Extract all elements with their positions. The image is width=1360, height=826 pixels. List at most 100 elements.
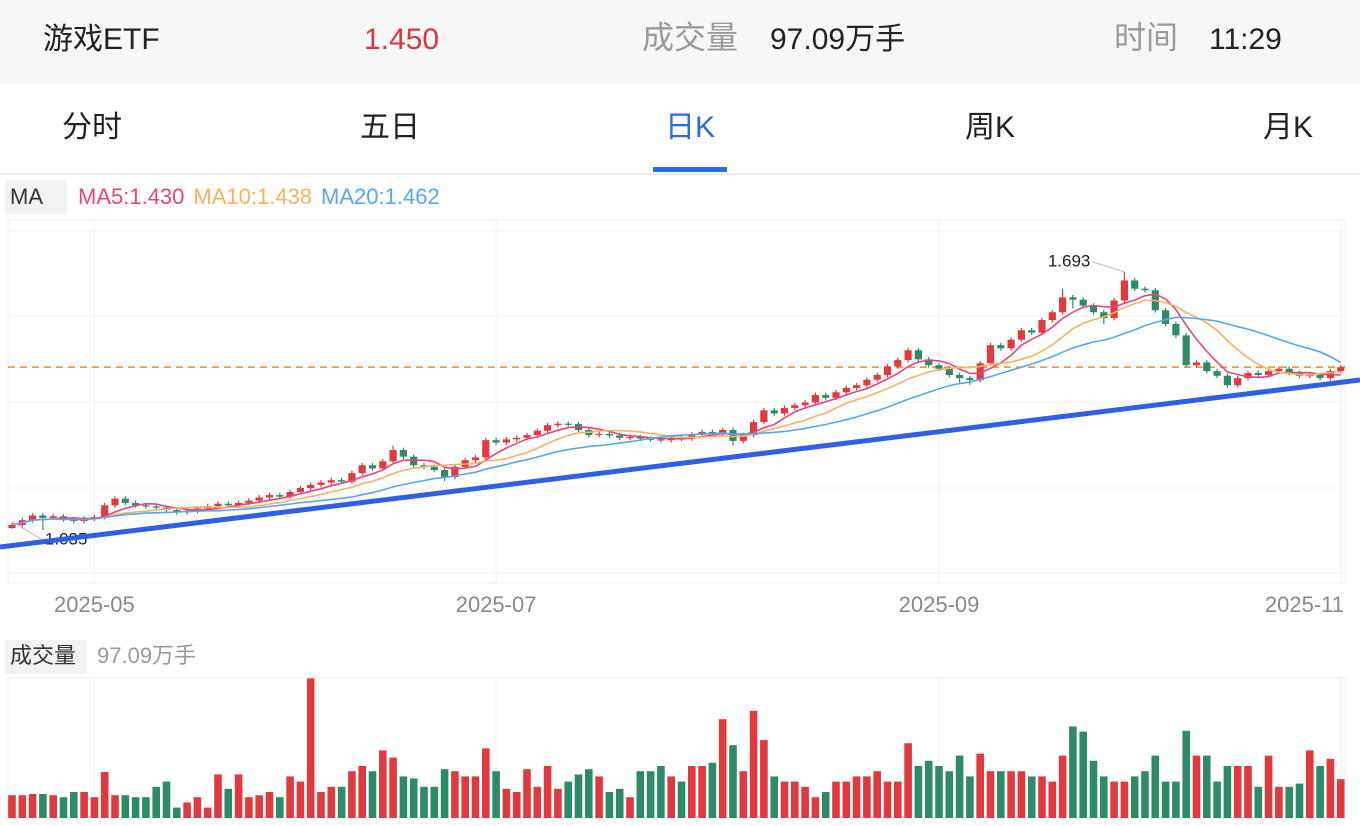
trend-line <box>0 377 1360 550</box>
volume-bar <box>461 776 469 818</box>
candle-body <box>966 378 974 381</box>
volume-bar <box>451 771 459 818</box>
volume-bar <box>28 794 37 818</box>
candle-body <box>873 375 881 380</box>
candle-body <box>853 385 861 388</box>
volume-bar <box>677 781 686 818</box>
volume-bar <box>327 786 336 818</box>
candle-body <box>811 395 819 403</box>
candle-body <box>29 515 37 521</box>
volume-bar <box>554 788 562 818</box>
volume-bar <box>883 781 892 818</box>
candle-body <box>368 465 377 469</box>
volume-bar <box>1326 758 1335 818</box>
candle-body <box>1089 305 1098 313</box>
candle-body <box>739 435 747 441</box>
volume-bar <box>173 807 181 818</box>
tab[interactable]: 月K <box>1263 111 1313 144</box>
candle-body <box>1285 368 1293 374</box>
volume-bar <box>317 792 325 818</box>
candle-body <box>564 423 572 425</box>
candle-body <box>399 449 407 457</box>
tab[interactable]: 分时 <box>62 111 122 144</box>
tab[interactable]: 日K <box>665 111 715 144</box>
time-caption: 时间 <box>1114 19 1178 55</box>
volume-bar <box>842 781 851 818</box>
volume-panel-label: 成交量 <box>10 643 76 668</box>
candle-body <box>605 433 613 436</box>
candle-body <box>842 387 850 393</box>
volume-bar <box>688 766 696 818</box>
volume-bar <box>49 795 57 818</box>
candle-body <box>956 375 964 379</box>
volume-bar <box>100 772 109 818</box>
candle-body <box>523 435 531 438</box>
candle-body <box>152 506 160 508</box>
volume-bar <box>1151 755 1160 818</box>
candle-body <box>296 488 304 492</box>
volume-panel-value: 97.09万手 <box>97 643 196 668</box>
volume-bar <box>904 743 912 818</box>
volume-bar <box>657 766 665 818</box>
volume-bar <box>183 802 191 818</box>
candle-body <box>1316 375 1324 379</box>
indicator-label: MA <box>10 184 43 209</box>
candle-body <box>286 491 294 497</box>
candle-body <box>657 439 665 441</box>
candle-body <box>1038 320 1046 333</box>
volume-bar <box>70 792 78 818</box>
leader-line <box>1092 261 1125 273</box>
legend-entry: MA20:1.462 <box>321 184 440 209</box>
volume-bar <box>234 774 243 818</box>
volume-bar <box>1223 766 1232 818</box>
volume-bar <box>739 771 748 818</box>
candle-body <box>1234 378 1242 386</box>
volume-bar <box>337 786 346 818</box>
x-tick-label: 2025-07 <box>456 592 537 617</box>
candle-body <box>770 410 778 414</box>
candle-body <box>1110 300 1118 319</box>
volume-box <box>5 640 87 674</box>
volume-bar <box>729 745 737 818</box>
volume-bar <box>698 766 706 818</box>
candle-body <box>997 345 1005 349</box>
volume-bar <box>1182 730 1190 818</box>
candle-body <box>904 350 912 361</box>
volume-bar <box>1233 766 1242 818</box>
volume-bar <box>1264 755 1273 818</box>
volume-bar <box>502 788 511 818</box>
volume-bar <box>863 776 871 818</box>
volume-bar <box>852 776 861 818</box>
candle-body <box>801 402 809 406</box>
volume-bar <box>1079 731 1087 818</box>
candle-body <box>1007 339 1015 349</box>
leader-line <box>12 521 44 541</box>
candle-body <box>245 500 253 503</box>
tab[interactable]: 五日 <box>360 111 420 144</box>
volume-bar <box>1336 779 1345 818</box>
volume-bar <box>1285 786 1293 818</box>
tab[interactable]: 周K <box>965 111 1015 144</box>
volume-bar <box>1130 776 1139 818</box>
volume-bar <box>276 797 284 818</box>
volume-bar <box>358 766 366 818</box>
volume-bar <box>1017 771 1026 818</box>
volume-bar <box>1038 776 1046 818</box>
candle-body <box>729 429 737 441</box>
volume-bar <box>1306 750 1314 818</box>
volume-bar <box>59 797 68 818</box>
volume-bar <box>1120 781 1129 818</box>
volume-bar <box>894 781 902 818</box>
candle-body <box>1162 310 1170 324</box>
ma-line <box>11 293 1341 526</box>
candle-body <box>471 457 480 461</box>
volume-bar <box>708 762 717 818</box>
volume-bar <box>471 776 480 818</box>
candle-body <box>70 519 78 521</box>
candle-body <box>1275 368 1283 372</box>
volume-bar <box>1058 755 1067 818</box>
candle-body <box>121 498 129 503</box>
ma-line <box>11 316 1342 526</box>
candle-body <box>719 429 727 434</box>
